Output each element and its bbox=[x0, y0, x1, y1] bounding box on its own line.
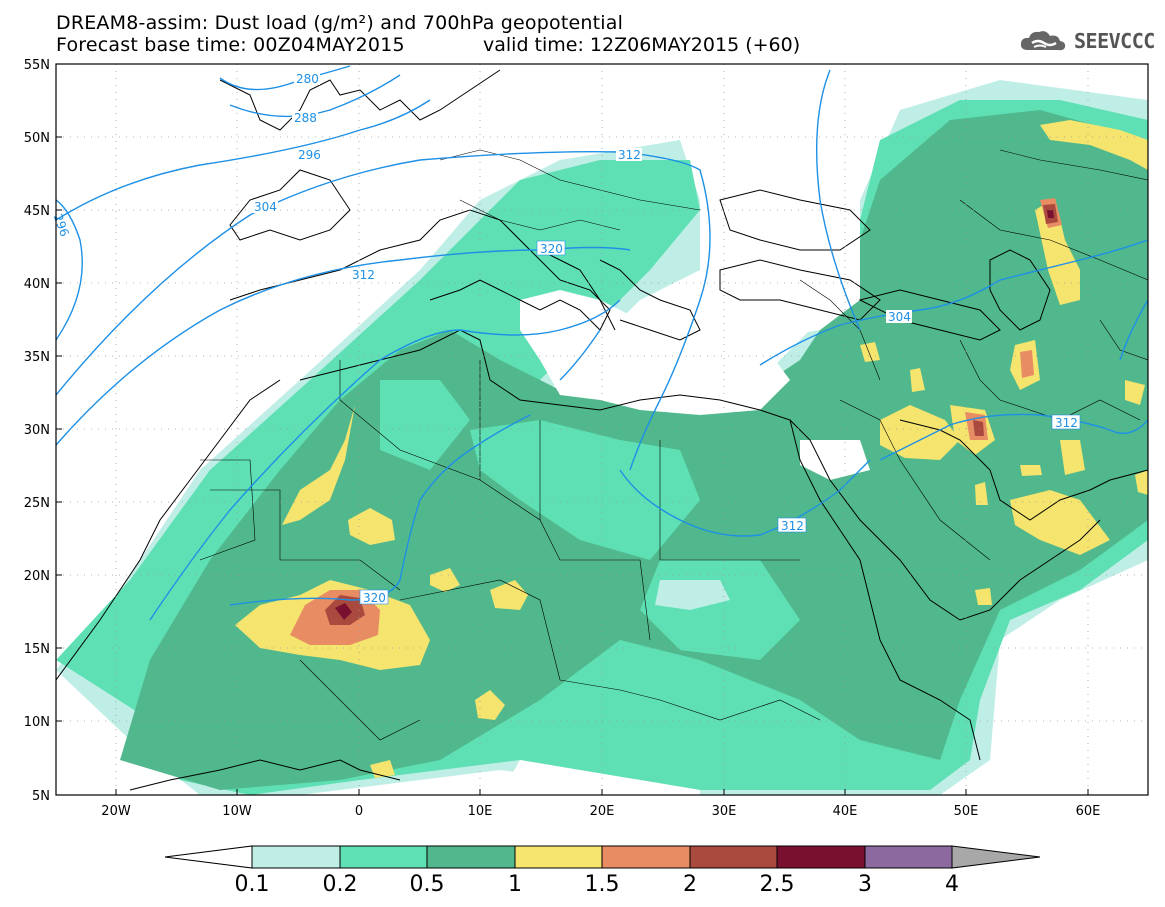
dust-region-1 bbox=[430, 568, 460, 592]
lat-label: 45N bbox=[24, 204, 50, 219]
contour-label: 320 bbox=[540, 242, 563, 256]
colorbar-label: 0.2 bbox=[322, 872, 358, 897]
dust-region-1 bbox=[860, 342, 880, 362]
lon-label: 50E bbox=[954, 804, 979, 819]
contour-label: 320 bbox=[363, 591, 386, 605]
lon-label: 20W bbox=[101, 804, 131, 819]
valid-time: valid time: 12Z06MAY2015 (+60) bbox=[483, 34, 801, 56]
colorbar-swatch bbox=[251, 845, 341, 869]
lat-label: 10N bbox=[24, 715, 50, 730]
dust-region-1 bbox=[975, 588, 992, 605]
lon-label: 60E bbox=[1076, 804, 1101, 819]
contour-label: 312 bbox=[1055, 416, 1078, 430]
lon-label: 30E bbox=[712, 804, 737, 819]
contour-label: 288 bbox=[294, 111, 317, 125]
lat-label: 55N bbox=[24, 58, 50, 73]
lon-label: 40E bbox=[833, 804, 858, 819]
colorbar-label: 1 bbox=[508, 872, 522, 897]
dust-field bbox=[56, 64, 1148, 795]
dust-region-1.5 bbox=[1020, 350, 1034, 378]
colorbar-swatch bbox=[426, 845, 516, 869]
lat-label: 25N bbox=[24, 496, 50, 511]
dust-region-1 bbox=[1010, 490, 1110, 555]
colorbar-under-triangle bbox=[164, 845, 253, 869]
latitude-labels: 55N 50N 45N 40N 35N 30N 25N 20N 15N 10N … bbox=[24, 58, 50, 804]
colorbar-swatch bbox=[776, 845, 866, 869]
lat-label: 35N bbox=[24, 350, 50, 365]
dust-region-1 bbox=[880, 405, 960, 460]
dust-region-1 bbox=[370, 760, 395, 778]
contour-label: 296 bbox=[298, 148, 321, 162]
colorbar-swatch bbox=[339, 845, 428, 869]
map-title: DREAM8-assim: Dust load (g/m²) and 700hP… bbox=[56, 12, 624, 34]
colorbar bbox=[164, 845, 1041, 869]
contour-label: 312 bbox=[352, 268, 375, 282]
colorbar-label: 3 bbox=[858, 872, 872, 897]
colorbar-swatch bbox=[601, 845, 691, 869]
dust-patch-inner bbox=[470, 420, 700, 560]
colorbar-label: 1.5 bbox=[584, 872, 620, 897]
dust-region-2 bbox=[973, 420, 984, 436]
lon-label: 20E bbox=[590, 804, 615, 819]
dust-region-1 bbox=[1020, 465, 1042, 476]
forecast-base-time: Forecast base time: 00Z04MAY2015 bbox=[56, 34, 405, 56]
lat-label: 50N bbox=[24, 131, 50, 146]
lon-label: 10W bbox=[222, 804, 252, 819]
dust-region-1 bbox=[490, 580, 528, 610]
clear-area bbox=[500, 760, 700, 795]
dust-region-1 bbox=[910, 368, 925, 392]
dust-region-1 bbox=[1060, 440, 1085, 475]
contour-label: 304 bbox=[254, 200, 277, 214]
dust-patch-inner bbox=[380, 380, 470, 470]
longitude-labels: 20W 10W 0 10E 20E 30E 40E 50E 60E bbox=[101, 804, 1100, 819]
country-borders bbox=[199, 149, 1148, 741]
dust-region-2.5 bbox=[1047, 210, 1054, 218]
lon-label: 0 bbox=[355, 804, 363, 819]
contour-label: 312 bbox=[781, 519, 804, 533]
logo-text: SEEVCCC bbox=[1074, 29, 1155, 53]
colorbar-over-triangle bbox=[951, 845, 1041, 869]
contour-label: 312 bbox=[618, 148, 641, 162]
dust-region-1 bbox=[975, 482, 988, 505]
lon-label: 10E bbox=[468, 804, 493, 819]
colorbar-swatch bbox=[514, 845, 603, 869]
lat-label: 5N bbox=[32, 789, 50, 804]
lat-label: 15N bbox=[24, 642, 50, 657]
lat-label: 30N bbox=[24, 423, 50, 438]
colorbar-swatch bbox=[689, 845, 778, 869]
lat-label: 40N bbox=[24, 277, 50, 292]
lat-label: 20N bbox=[24, 569, 50, 584]
colorbar-swatch bbox=[864, 845, 953, 869]
colorbar-label: 4 bbox=[945, 872, 959, 897]
dust-region-1 bbox=[475, 690, 505, 720]
colorbar-label: 0.1 bbox=[234, 872, 270, 897]
clear-area bbox=[800, 440, 870, 480]
clear-area bbox=[440, 64, 1148, 200]
contour-label: 280 bbox=[296, 72, 319, 86]
dust-region-1 bbox=[1040, 120, 1148, 170]
colorbar-label: 2.5 bbox=[759, 872, 795, 897]
cloud-icon bbox=[1020, 31, 1066, 51]
dust-region-1 bbox=[348, 508, 395, 545]
contour-labels: 280 288 296 296 304 304 312 312 312 320 … bbox=[51, 72, 1081, 605]
axis-ticks bbox=[56, 63, 1089, 796]
dust-region-1 bbox=[1135, 470, 1148, 495]
colorbar-label: 0.5 bbox=[409, 872, 445, 897]
dust-region-1 bbox=[1035, 198, 1080, 305]
colorbar-label: 2 bbox=[683, 872, 697, 897]
dust-region-1 bbox=[282, 405, 355, 525]
graticule bbox=[56, 64, 1148, 795]
dust-region-1 bbox=[1125, 380, 1145, 405]
contour-label: 304 bbox=[888, 310, 911, 324]
dust-patch-inner bbox=[655, 580, 730, 610]
seevccc-logo: SEEVCCC bbox=[1018, 27, 1155, 55]
dust-region-2.5 bbox=[335, 603, 352, 620]
